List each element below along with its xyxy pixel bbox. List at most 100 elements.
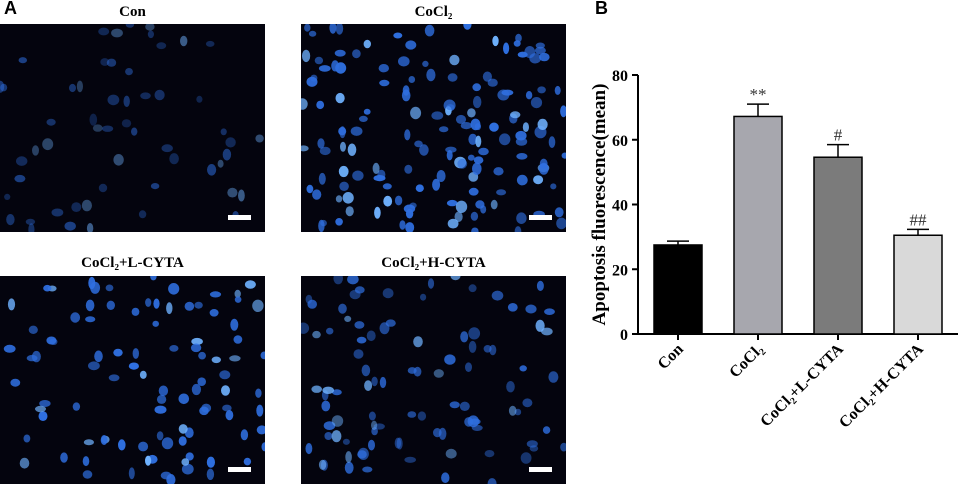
cell-nucleus xyxy=(85,316,96,323)
cell-nucleus xyxy=(0,83,8,92)
cell-nucleus xyxy=(145,455,152,466)
y-axis-label: Apoptosis fluorescence(mean) xyxy=(589,84,610,326)
cell-nucleus xyxy=(166,302,173,315)
cell-nucleus xyxy=(160,471,172,480)
cell-nucleus xyxy=(335,62,347,74)
cell-nucleus xyxy=(510,111,521,119)
cell-nucleus xyxy=(178,393,190,405)
cell-nucleus xyxy=(82,470,93,479)
cell-nucleus xyxy=(324,432,333,440)
cell-nucleus xyxy=(417,411,427,421)
cell-nucleus xyxy=(106,300,116,310)
cell-nucleus xyxy=(515,137,528,146)
cell-nucleus xyxy=(449,401,460,409)
cell-nucleus xyxy=(445,448,457,459)
cell-nucleus xyxy=(377,169,386,180)
cell-nucleus xyxy=(439,126,449,133)
cell-nucleus xyxy=(427,278,435,289)
panel-a-label: A xyxy=(4,0,17,18)
cell-nucleus xyxy=(89,113,98,126)
cell-nucleus xyxy=(156,394,167,404)
cell-nucleus xyxy=(517,51,528,58)
cell-nucleus xyxy=(340,141,346,152)
cell-nucleus xyxy=(342,192,354,204)
cell-nucleus xyxy=(407,367,417,374)
cell-nucleus xyxy=(145,24,155,31)
cell-nucleus xyxy=(100,435,108,445)
cell-nucleus xyxy=(98,183,108,193)
cell-nucleus xyxy=(352,170,364,181)
cell-nucleus xyxy=(64,221,76,231)
cell-nucleus xyxy=(374,206,381,219)
cell-nucleus xyxy=(473,156,484,164)
cell-nucleus xyxy=(311,385,322,393)
cell-nucleus xyxy=(468,133,478,145)
nuclei-layer-cocl2-h-cyta xyxy=(301,276,566,484)
cell-nucleus xyxy=(404,456,416,463)
cell-nucleus xyxy=(513,40,521,47)
cell-nucleus xyxy=(153,298,160,309)
cell-nucleus xyxy=(222,148,232,161)
cell-nucleus xyxy=(131,127,138,136)
cell-nucleus xyxy=(482,71,492,82)
cell-nucleus xyxy=(209,291,222,298)
cell-nucleus xyxy=(128,467,135,480)
cell-nucleus xyxy=(362,466,373,473)
cell-nucleus xyxy=(16,156,28,166)
cell-nucleus xyxy=(345,451,352,463)
cell-nucleus xyxy=(379,376,387,389)
cell-nucleus xyxy=(483,345,492,353)
cell-nucleus xyxy=(526,440,538,448)
cell-nucleus xyxy=(260,351,265,360)
cell-nucleus xyxy=(111,28,123,38)
cell-nucleus xyxy=(128,362,139,370)
cell-nucleus xyxy=(474,123,481,131)
cell-nucleus xyxy=(335,195,343,203)
cell-nucleus xyxy=(333,276,343,285)
cell-nucleus xyxy=(255,134,264,143)
cell-nucleus xyxy=(366,330,376,342)
cell-nucleus xyxy=(516,174,528,186)
cell-nucleus xyxy=(468,340,477,353)
cell-nucleus xyxy=(496,189,507,196)
cell-nucleus xyxy=(460,331,469,343)
scale-bar xyxy=(529,467,552,472)
y-tick-label: 60 xyxy=(612,133,628,150)
cell-nucleus xyxy=(359,115,368,122)
cell-nucleus xyxy=(515,33,522,43)
cell-nucleus xyxy=(372,162,380,174)
cell-nucleus xyxy=(196,95,203,103)
cell-nucleus xyxy=(255,388,262,398)
cell-nucleus xyxy=(261,442,265,452)
cell-nucleus xyxy=(138,210,147,219)
cell-nucleus xyxy=(519,365,527,372)
cell-nucleus xyxy=(314,56,324,65)
cell-nucleus xyxy=(132,348,139,359)
cell-nucleus xyxy=(454,211,463,223)
cell-nucleus xyxy=(310,74,318,82)
cell-nucleus xyxy=(318,172,326,185)
cell-nucleus xyxy=(69,83,76,93)
cell-nucleus xyxy=(506,381,515,393)
bar xyxy=(813,156,863,335)
cell-nucleus xyxy=(70,312,81,323)
cell-nucleus xyxy=(450,276,461,281)
cell-nucleus xyxy=(113,154,124,166)
cell-nucleus xyxy=(539,52,550,62)
cell-nucleus xyxy=(548,371,559,383)
cell-nucleus xyxy=(158,385,169,397)
cell-nucleus xyxy=(407,411,417,418)
cell-nucleus xyxy=(499,133,511,146)
cell-nucleus xyxy=(467,415,479,428)
cell-nucleus xyxy=(106,58,117,67)
cell-nucleus xyxy=(468,327,481,340)
cell-nucleus xyxy=(7,298,16,311)
cell-nucleus xyxy=(492,35,499,47)
cell-nucleus xyxy=(368,411,376,421)
cell-nucleus xyxy=(354,286,365,294)
cell-nucleus xyxy=(347,143,357,156)
cell-nucleus xyxy=(516,153,528,160)
cell-nucleus xyxy=(471,227,479,232)
cell-nucleus xyxy=(221,385,230,396)
